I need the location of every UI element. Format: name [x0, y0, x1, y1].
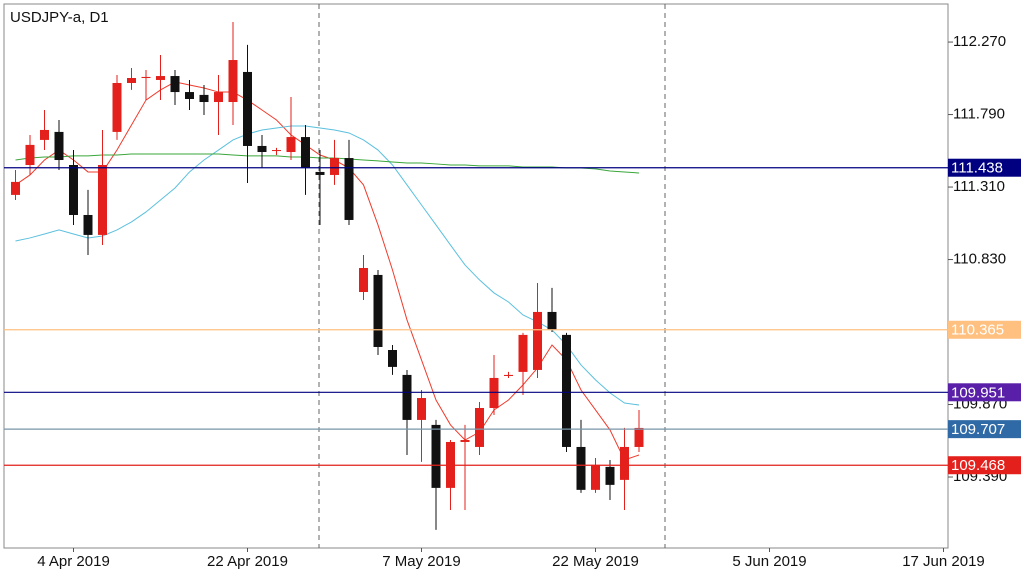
price-level-box — [948, 456, 1021, 475]
candle-body — [359, 267, 368, 293]
candle-body — [504, 374, 513, 376]
x-tick-label: 22 May 2019 — [552, 553, 639, 570]
candle-body — [98, 164, 107, 235]
candle-body — [112, 82, 122, 132]
price-level-label: 109.951 — [951, 384, 1005, 401]
candle-body — [243, 71, 252, 146]
price-level-label: 109.468 — [951, 457, 1005, 474]
candle-body — [533, 311, 542, 370]
candle-body — [257, 145, 267, 153]
x-tick-label: 7 May 2019 — [382, 553, 460, 570]
candle-body — [214, 92, 223, 103]
x-tick-label: 17 Jun 2019 — [902, 553, 985, 570]
price-level-box — [948, 383, 1021, 402]
candle-body — [460, 440, 470, 442]
candle-body — [417, 398, 426, 420]
moving-average — [15, 81, 640, 461]
candle-body — [373, 274, 383, 347]
candle-body — [344, 158, 354, 220]
candle-body — [228, 60, 238, 103]
candle-body — [69, 164, 78, 215]
candle-body — [634, 427, 644, 447]
candle-body — [576, 446, 586, 490]
candle-body — [156, 76, 165, 80]
candle-body — [127, 78, 136, 83]
chart-title: USDJPY-a, D1 — [10, 9, 109, 26]
candle-body — [475, 407, 484, 447]
moving-average — [15, 153, 640, 174]
price-level-box — [948, 420, 1021, 439]
candle-body — [562, 334, 571, 447]
y-tick-label: 111.790 — [953, 106, 1005, 123]
y-tick-label: 110.830 — [953, 251, 1006, 268]
candle-body — [547, 311, 557, 330]
candle-body — [25, 144, 35, 165]
candle-body — [315, 171, 325, 175]
candle-body — [330, 158, 339, 175]
candle-body — [286, 137, 296, 153]
price-level-label: 109.707 — [951, 421, 1005, 438]
candle-body — [170, 76, 180, 93]
candle-body — [388, 350, 397, 367]
candle-body — [185, 92, 194, 99]
candle-body — [199, 94, 209, 103]
candle-body — [141, 76, 151, 79]
x-tick-label: 4 Apr 2019 — [37, 553, 110, 570]
candle-body — [301, 137, 310, 169]
candle-body — [402, 374, 412, 420]
candle-body — [11, 181, 20, 195]
candle-body — [40, 129, 49, 140]
candle-body — [605, 466, 615, 485]
candle-body — [431, 424, 441, 488]
candle-body — [54, 131, 64, 161]
y-tick-label: 112.270 — [953, 33, 1006, 50]
candle-body — [518, 334, 528, 372]
candle-body — [272, 150, 281, 152]
candle-body — [591, 464, 600, 490]
x-tick-label: 22 Apr 2019 — [207, 553, 288, 570]
price-level-box — [948, 158, 1021, 177]
price-level-label: 111.438 — [951, 160, 1003, 177]
candle-body — [489, 377, 499, 408]
price-level-label: 110.365 — [951, 322, 1004, 339]
candle-body — [83, 214, 93, 235]
price-level-box — [948, 320, 1021, 339]
candle-body — [620, 446, 629, 480]
x-tick-label: 5 Jun 2019 — [732, 553, 806, 570]
y-tick-label: 111.310 — [953, 178, 1005, 195]
